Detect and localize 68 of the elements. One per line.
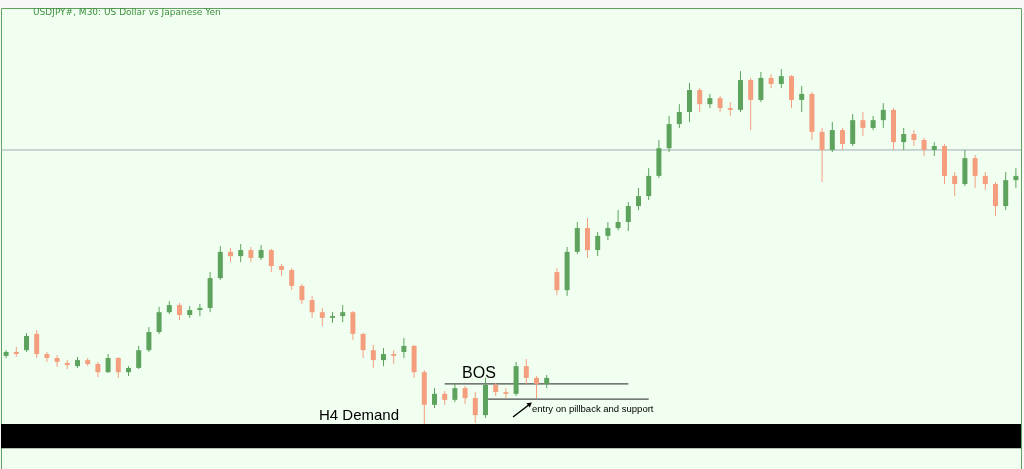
candlestick	[993, 181, 998, 217]
annotation: BOS	[462, 364, 496, 381]
candlestick	[748, 77, 754, 131]
candlestick	[819, 127, 825, 183]
candlestick	[605, 221, 611, 241]
candlestick	[432, 387, 437, 409]
candlestick	[574, 221, 580, 255]
candlestick	[381, 347, 386, 367]
candlestick	[370, 344, 376, 369]
candlestick	[156, 306, 162, 335]
candlestick	[95, 361, 101, 378]
candlestick	[860, 111, 866, 137]
candlestick	[840, 127, 845, 151]
candlestick	[197, 303, 203, 317]
candlestick	[921, 137, 927, 157]
candlestick	[146, 326, 152, 353]
candlestick	[503, 387, 509, 399]
annotation: H4 Demand	[318, 406, 400, 423]
candlestick	[115, 356, 121, 379]
candlestick	[911, 129, 917, 147]
candlestick	[676, 103, 682, 129]
candlestick	[360, 332, 366, 359]
candlestick	[350, 310, 356, 341]
candlestick	[1013, 167, 1019, 189]
candlestick	[625, 201, 631, 232]
candlestick	[248, 246, 254, 263]
candlestick	[462, 385, 468, 405]
candlestick	[646, 167, 652, 201]
candlestick	[258, 244, 264, 261]
candlestick	[452, 382, 458, 403]
candlestick	[136, 345, 142, 370]
candlestick	[105, 353, 111, 374]
candlestick	[24, 332, 29, 353]
candlestick	[238, 243, 244, 263]
candlestick	[952, 171, 958, 197]
candlestick	[829, 121, 835, 153]
candlestick	[595, 231, 601, 257]
candlestick	[34, 329, 40, 359]
annotation: entry on pillback and support	[532, 403, 654, 414]
candlestick	[982, 171, 988, 191]
candlestick	[697, 87, 703, 113]
chart-title: USDJPY#, M30: US Dollar vs Japanese Yen	[33, 7, 221, 17]
candlestick	[972, 154, 978, 189]
candlestick	[44, 351, 50, 363]
candlestick	[687, 82, 692, 123]
candlestick	[523, 358, 529, 385]
candlestick	[585, 217, 590, 259]
candlestick	[758, 71, 764, 103]
candlestick	[707, 93, 713, 109]
candlestick	[299, 283, 305, 305]
candlestick	[636, 187, 641, 211]
candlestick	[880, 102, 886, 129]
candlestick	[472, 391, 478, 424]
candlestick	[268, 248, 274, 273]
candlestick	[799, 85, 805, 113]
candlestick	[319, 307, 325, 327]
candlestick	[850, 113, 856, 147]
candlestick	[401, 337, 407, 359]
candlestick	[901, 127, 907, 151]
candlestick	[778, 68, 784, 89]
candlestick	[289, 267, 295, 291]
candlestick	[789, 74, 794, 109]
candlestick	[615, 209, 621, 231]
candlestick	[554, 267, 560, 296]
candlestick	[768, 73, 774, 89]
candlestick	[54, 354, 60, 368]
candlestick	[309, 295, 315, 319]
candlestick	[534, 375, 539, 399]
